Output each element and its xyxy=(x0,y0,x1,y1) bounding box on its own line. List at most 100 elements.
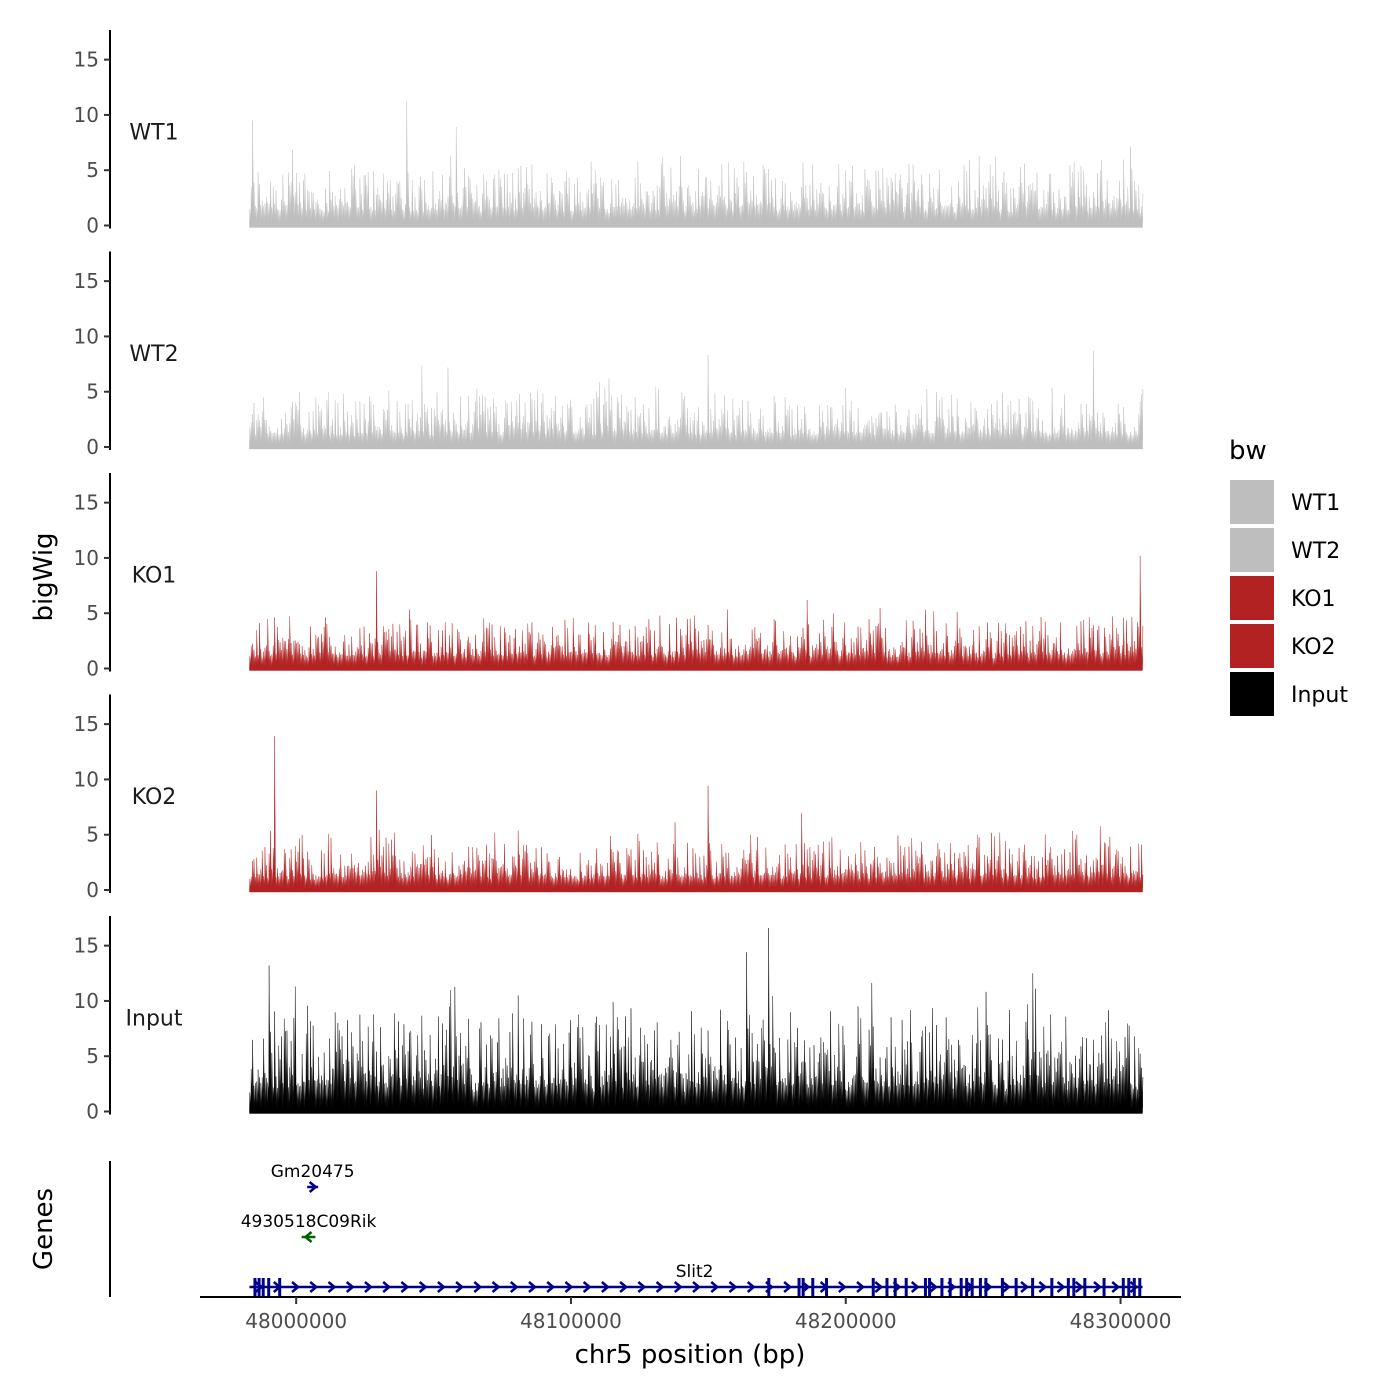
y-tick-label: 5 xyxy=(86,158,99,182)
strand-arrow xyxy=(546,1281,556,1293)
x-tick-label: 48300000 xyxy=(1070,1309,1172,1333)
strand-arrow xyxy=(673,1281,683,1293)
strand-arrow xyxy=(1074,1281,1084,1293)
legend-item-input: Input xyxy=(1230,672,1348,716)
y-tick-label: 10 xyxy=(74,324,99,348)
strand-arrow xyxy=(303,1231,313,1243)
strand-arrow xyxy=(509,1281,519,1293)
legend-item-ko1: KO1 xyxy=(1230,576,1336,620)
y-tick-label: 10 xyxy=(74,103,99,127)
y-tick-label: 15 xyxy=(74,491,99,515)
exon xyxy=(253,1278,257,1296)
gene-label: Slit2 xyxy=(676,1262,714,1282)
exon xyxy=(984,1278,988,1296)
strand-arrow xyxy=(601,1281,610,1293)
strand-arrow xyxy=(455,1281,465,1293)
y-tick-label: 5 xyxy=(86,1044,99,1068)
gene-label: 4930518C09Rik xyxy=(241,1212,377,1232)
y-tick-label: 10 xyxy=(74,767,99,791)
exon xyxy=(893,1278,897,1296)
exon xyxy=(1102,1278,1106,1296)
track-label: KO1 xyxy=(132,564,177,589)
track-wt2: 0 5 10 15 WT2 xyxy=(74,251,1144,459)
strand-arrow xyxy=(308,1181,318,1193)
genes-axis-title: Genes xyxy=(29,1188,59,1270)
strand-arrow xyxy=(345,1281,355,1293)
exon xyxy=(767,1278,771,1296)
y-tick-label: 10 xyxy=(74,989,99,1013)
legend-item-wt2: WT2 xyxy=(1230,528,1340,572)
exon xyxy=(871,1278,875,1296)
exon xyxy=(1000,1278,1004,1296)
track-ko1: 0 5 10 15 KO1 xyxy=(74,473,1144,681)
strand-arrow xyxy=(1129,1281,1139,1293)
y-tick-label: 0 xyxy=(86,435,99,459)
strand-arrow xyxy=(692,1281,701,1293)
strand-arrow xyxy=(1111,1281,1121,1293)
track-wt1: 0 5 10 15 WT1 xyxy=(74,30,1144,238)
exon xyxy=(1031,1278,1035,1296)
strand-arrow xyxy=(1056,1281,1066,1293)
y-tick-label: 5 xyxy=(86,601,99,625)
strand-arrow xyxy=(382,1281,392,1293)
strand-arrow xyxy=(1093,1281,1102,1293)
y-tick-label: 0 xyxy=(86,1100,99,1124)
legend-title: bw xyxy=(1229,436,1267,466)
genes-panel: 48000000 48100000 48200000 48300000 Gm20475 4… xyxy=(109,1161,1181,1333)
y-tick-label: 15 xyxy=(74,48,99,72)
exon xyxy=(959,1278,963,1296)
track-label: KO2 xyxy=(132,785,177,810)
strand-arrow xyxy=(254,1281,264,1293)
y-tick-label: 0 xyxy=(86,878,99,902)
exon xyxy=(1083,1278,1087,1296)
exon xyxy=(797,1278,801,1296)
strand-arrow xyxy=(473,1281,483,1293)
strand-arrow xyxy=(327,1281,337,1293)
strand-arrow xyxy=(655,1281,665,1293)
legend-swatch xyxy=(1230,576,1274,620)
legend-swatch xyxy=(1230,624,1274,668)
strand-arrow xyxy=(856,1281,865,1293)
gene-label: Gm20475 xyxy=(271,1162,355,1182)
exon xyxy=(1138,1278,1142,1296)
y-tick-label: 0 xyxy=(86,657,99,681)
strand-arrow xyxy=(418,1281,428,1293)
exon xyxy=(928,1278,932,1296)
strand-arrow xyxy=(364,1281,373,1293)
exon xyxy=(825,1278,829,1296)
y-tick-label: 0 xyxy=(86,214,99,238)
strand-arrow xyxy=(437,1281,446,1293)
exon xyxy=(278,1278,282,1296)
strand-arrow xyxy=(637,1281,647,1293)
exon xyxy=(1072,1278,1076,1296)
exon xyxy=(904,1278,908,1296)
y-tick-label: 15 xyxy=(74,934,99,958)
exon xyxy=(940,1278,944,1296)
exon xyxy=(257,1278,261,1296)
strand-arrow xyxy=(1038,1281,1048,1293)
bigwig-tracks: 0 5 10 15 WT1 0 5 10 15 WT2 0 5 10 15 KO1 0 5 10 15 KO2 0 5 10… xyxy=(74,30,1144,1124)
gene-slit2: Slit2 xyxy=(249,1262,1143,1296)
exon xyxy=(885,1278,889,1296)
exon xyxy=(261,1278,265,1296)
x-tick-label: 48200000 xyxy=(795,1309,897,1333)
x-axis-title: chr5 position (bp) xyxy=(575,1340,806,1370)
signal-area-ko1 xyxy=(249,555,1144,671)
y-tick-label: 5 xyxy=(86,380,99,404)
strand-arrow xyxy=(1020,1281,1030,1293)
exon xyxy=(1014,1278,1018,1296)
exon xyxy=(1121,1278,1125,1296)
y-tick-label: 15 xyxy=(74,712,99,736)
exon xyxy=(267,1278,271,1296)
strand-arrow xyxy=(1002,1281,1011,1293)
strand-arrow xyxy=(838,1281,847,1293)
y-axis-title: bigWig xyxy=(29,532,59,621)
signal-area-wt2 xyxy=(249,350,1144,450)
exon xyxy=(978,1278,982,1296)
legend-swatch xyxy=(1230,528,1274,572)
track-ko2: 0 5 10 15 KO2 xyxy=(74,694,1144,902)
legend-item-ko2: KO2 xyxy=(1230,624,1336,668)
y-tick-label: 10 xyxy=(74,546,99,570)
strand-arrow xyxy=(582,1281,592,1293)
